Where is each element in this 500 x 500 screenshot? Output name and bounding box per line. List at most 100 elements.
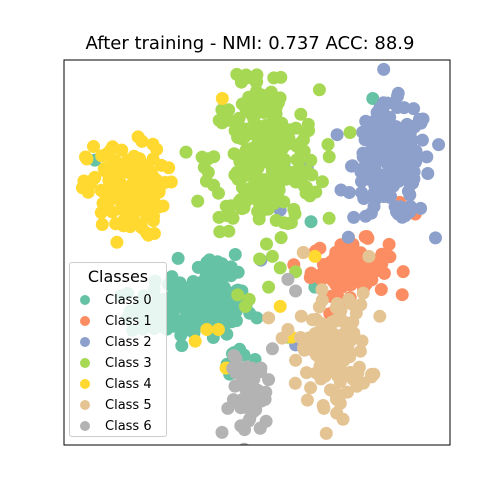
plot-frame (63, 59, 451, 446)
scatter-point (315, 283, 329, 297)
scatter-point (262, 280, 276, 294)
scatter-point (245, 406, 259, 420)
scatter-point (239, 442, 250, 445)
legend-item: Class 6 (80, 417, 152, 435)
scatter-point (116, 159, 130, 172)
scatter-point (146, 152, 160, 166)
scatter-point (242, 382, 256, 395)
scatter-point (141, 173, 155, 187)
scatter-point (377, 96, 391, 110)
scatter-point (289, 284, 303, 298)
scatter-point (339, 240, 353, 254)
scatter-point (128, 179, 141, 193)
legend-marker (80, 337, 90, 347)
legend-label: Class 3 (105, 355, 152, 371)
legend-label: Class 5 (105, 397, 152, 413)
scatter-point (230, 168, 244, 182)
scatter-point (333, 396, 347, 410)
scatter-point (373, 309, 387, 323)
scatter-point (267, 124, 281, 138)
legend-title: Classes (87, 267, 149, 286)
scatter-point (354, 298, 368, 312)
scatter-point (359, 114, 373, 128)
scatter-point (178, 289, 192, 303)
series-class-6 (215, 272, 303, 460)
legend-item: Class 4 (80, 375, 152, 393)
scatter-point (382, 237, 396, 251)
scatter-point (123, 220, 137, 234)
scatter-point (324, 354, 338, 368)
scatter-point (421, 167, 435, 180)
legend-label: Class 2 (105, 334, 152, 350)
scatter-point (362, 249, 376, 263)
scatter-point (400, 117, 414, 131)
scatter-point (265, 342, 279, 356)
scatter-point (361, 231, 375, 245)
scatter-point (230, 447, 243, 460)
legend-label: Class 1 (105, 313, 152, 329)
scatter-point (267, 71, 281, 85)
scatter-point (316, 399, 330, 412)
scatter-point (264, 85, 278, 99)
scatter-point (254, 198, 267, 212)
scatter-point (135, 221, 149, 235)
scatter-point (297, 343, 311, 357)
scatter-point (247, 112, 261, 126)
scatter-point (260, 237, 273, 251)
scatter-point (407, 165, 421, 179)
scatter-point (138, 189, 152, 203)
scatter-point (408, 152, 422, 166)
scatter-point (215, 116, 229, 130)
scatter-point (315, 293, 329, 307)
scatter-point (374, 283, 388, 296)
scatter-point (229, 352, 243, 366)
scatter-point (333, 375, 347, 389)
scatter-point (191, 260, 205, 274)
scatter-point (228, 379, 242, 393)
scatter-point (88, 170, 102, 184)
scatter-point (200, 323, 214, 336)
scatter-point (300, 165, 314, 179)
legend-item: Class 0 (80, 291, 152, 309)
legend-marker (80, 400, 90, 410)
legend: Classes Class 0 Class 1 Class 2 Class 3 Clas… (69, 262, 167, 437)
scatter-point (304, 266, 318, 280)
scatter-point (288, 376, 302, 390)
scatter-point (245, 126, 259, 140)
scatter-point (217, 265, 231, 279)
scatter-point (164, 175, 178, 189)
scatter-point (208, 297, 222, 311)
scatter-point (319, 426, 333, 440)
scatter-point (365, 370, 378, 384)
scatter-point (330, 128, 344, 142)
scatter-point (237, 199, 250, 213)
scatter-point (222, 103, 236, 117)
scatter-point (186, 275, 200, 288)
scatter-point (106, 140, 120, 154)
scatter-point (179, 145, 193, 159)
scatter-point (388, 127, 401, 141)
legend-label: Class 0 (105, 292, 152, 308)
scatter-point (335, 328, 349, 342)
scatter-point (404, 136, 418, 150)
scatter-point (356, 286, 370, 300)
scatter-point (238, 299, 252, 313)
chart-title: After training - NMI: 0.737 ACC: 88.9 (85, 33, 415, 54)
scatter-point (146, 137, 160, 151)
scatter-point (282, 137, 296, 150)
scatter-point (79, 150, 92, 164)
scatter-point (341, 230, 355, 244)
legend-item: Class 1 (80, 312, 152, 330)
scatter-point (414, 116, 428, 130)
scatter-point (349, 249, 363, 263)
scatter-point (304, 215, 318, 229)
scatter-point (253, 252, 267, 266)
scatter-point (290, 153, 304, 167)
scatter-point (273, 299, 287, 313)
scatter-point (277, 216, 291, 230)
scatter-point (321, 339, 334, 352)
scatter-point (322, 150, 336, 164)
scatter-point (254, 361, 268, 375)
scatter-point (110, 235, 124, 249)
scatter-point (253, 421, 267, 435)
